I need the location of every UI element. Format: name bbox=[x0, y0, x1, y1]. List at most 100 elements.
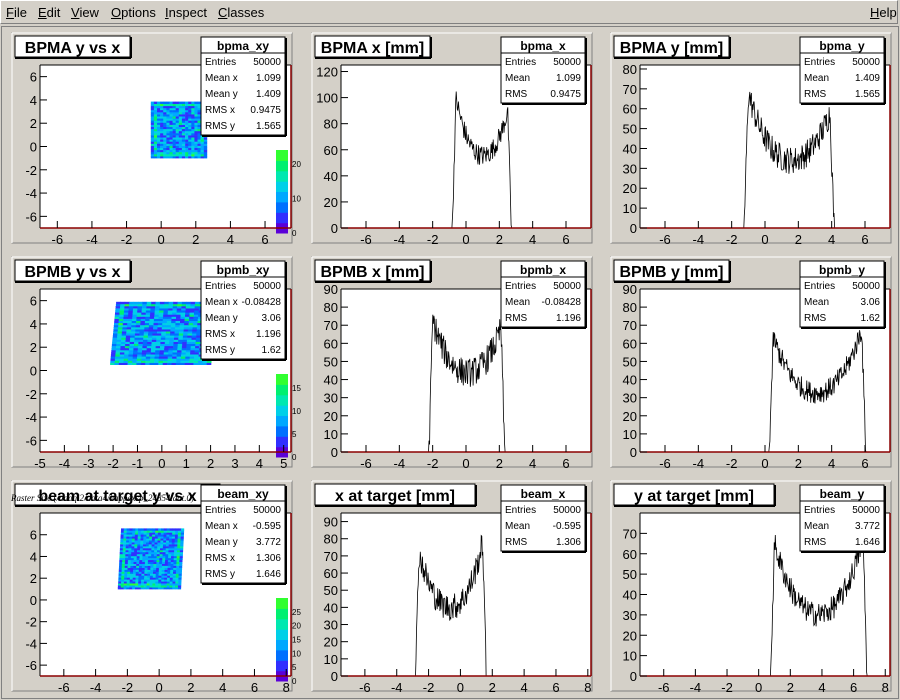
beam_xy-stats-value-3: 1.306 bbox=[256, 553, 281, 564]
bpmb_x-xtick-6: 6 bbox=[562, 456, 569, 471]
beam_x-ytick-80: 80 bbox=[324, 532, 338, 547]
menu-view-label: iew bbox=[79, 5, 99, 20]
bpmb_xy-xtick-5: 5 bbox=[280, 456, 287, 471]
bpmb_x-ytick-80: 80 bbox=[324, 300, 338, 315]
bpmb_xy-colorbar-tick-15: 15 bbox=[292, 384, 301, 393]
bpmb_xy-xtick-1: 1 bbox=[183, 456, 190, 471]
beam_xy-xtick-0: 0 bbox=[156, 680, 163, 695]
beam_y-xtick-0: 0 bbox=[755, 680, 762, 695]
bpmb_x-title-box: BPMB x [mm] bbox=[315, 260, 431, 282]
bpma_x-xtick-6: 6 bbox=[562, 232, 569, 247]
bpmb_xy-title: BPMB y vs x bbox=[24, 264, 120, 281]
beam_y-xtick-8: 8 bbox=[882, 680, 889, 695]
menu-classes[interactable]: Classes bbox=[218, 5, 264, 20]
bpmb_y-title-box: BPMB y [mm] bbox=[614, 260, 730, 282]
root-canvas[interactable]: 0 10 20 -6 -4 -2 0 2 4 6 -6 -4 -2 0 2 4 6 BPMA y vs x bpma… bbox=[1, 26, 899, 699]
bpmb_y-xtick-6: 6 bbox=[861, 456, 868, 471]
beam_xy-xtick-6: 6 bbox=[251, 680, 258, 695]
bpma_y-xtick-0: 0 bbox=[761, 232, 768, 247]
bpma_xy-stats-value-2: 1.409 bbox=[256, 89, 281, 100]
menu-inspect[interactable]: Inspect bbox=[165, 5, 207, 20]
bpma_y-ytick-80: 80 bbox=[623, 62, 637, 77]
beam_xy-xtick-4: 4 bbox=[219, 680, 226, 695]
beam_y-xtick-6: 6 bbox=[850, 680, 857, 695]
menu-bar: File Edit View Options Inspect Classes H… bbox=[0, 0, 898, 24]
beam_x-xtick-2: 2 bbox=[489, 680, 496, 695]
bpma_y-stats-value-1: 1.409 bbox=[855, 73, 880, 84]
beam_xy-stats-label-0: Entries bbox=[205, 505, 236, 516]
beam_x-ytick-20: 20 bbox=[324, 635, 338, 650]
bpmb_y-stats-value-0: 50000 bbox=[852, 281, 880, 292]
bpma_y-ytick-60: 60 bbox=[623, 102, 637, 117]
beam_x-stats-value-1: -0.595 bbox=[553, 521, 582, 532]
beam_x-ytick-30: 30 bbox=[324, 618, 338, 633]
bpmb_xy-stats-label-1: Mean x bbox=[205, 297, 238, 308]
bpma_x-ytick-120: 120 bbox=[316, 65, 338, 80]
bpmb_y-title: BPMB y [mm] bbox=[619, 264, 723, 281]
menu-inspect-label: nspect bbox=[169, 5, 207, 20]
menu-edit-label: dit bbox=[47, 5, 61, 20]
bpmb_xy-stats-name: bpmb_xy bbox=[217, 263, 270, 277]
bpmb_x-pad: -6 -4 -2 0 2 4 60102030405060708090BPMB x [mm]… bbox=[312, 257, 592, 471]
bpma_xy-stats-label-1: Mean x bbox=[205, 73, 238, 84]
bpmb_xy-colorbar-tick-0: 0 bbox=[292, 453, 297, 462]
bpma_y-stats-label-1: Mean bbox=[804, 73, 829, 84]
bpmb_xy-xtick-2: 2 bbox=[207, 456, 214, 471]
bpma_y-pad: -6 -4 -2 0 2 4 601020304050607080BPMA y [mm] bp… bbox=[611, 33, 891, 247]
bpma_y-stats-name: bpma_y bbox=[819, 39, 865, 53]
bpmb_xy-ytick--4: -4 bbox=[25, 410, 37, 425]
bpma_y-title: BPMA y [mm] bbox=[620, 40, 723, 57]
beam_xy-stats-label-4: RMS y bbox=[205, 569, 235, 580]
bpma_x-xtick--4: -4 bbox=[394, 232, 406, 247]
beam_x-ytick-70: 70 bbox=[324, 549, 338, 564]
beam_x-title-box: x at target [mm] bbox=[315, 484, 476, 506]
beam_xy-colorbar-tick-20: 20 bbox=[292, 622, 301, 631]
bpma_xy-xtick-6: 6 bbox=[261, 232, 268, 247]
bpma_xy-xtick--6: -6 bbox=[52, 232, 64, 247]
bpma_xy-ytick-6: 6 bbox=[30, 70, 37, 85]
bpmb_y-ytick-80: 80 bbox=[623, 300, 637, 315]
bpmb_y-ytick-30: 30 bbox=[623, 391, 637, 406]
bpma_x-stats-label-0: Entries bbox=[505, 57, 536, 68]
bpmb_xy-xtick--3: -3 bbox=[83, 456, 95, 471]
bpmb_xy-xtick-4: 4 bbox=[256, 456, 263, 471]
beam_xy-colorbar-tick-25: 25 bbox=[292, 608, 301, 617]
bpmb_y-stats-label-0: Entries bbox=[804, 281, 835, 292]
bpmb_y-xtick--2: -2 bbox=[726, 456, 738, 471]
menu-options[interactable]: Options bbox=[111, 5, 156, 20]
bpma_x-ytick-80: 80 bbox=[324, 117, 338, 132]
bpma_x-xtick-2: 2 bbox=[496, 232, 503, 247]
bpmb_y-stats-value-2: 1.62 bbox=[861, 313, 881, 324]
beam_xy-stats-value-0: 50000 bbox=[253, 505, 281, 516]
beam_y-xtick--4: -4 bbox=[690, 680, 702, 695]
bpma_xy-stats-label-0: Entries bbox=[205, 57, 236, 68]
bpma_x-stats-label-1: Mean bbox=[505, 73, 530, 84]
menu-edit[interactable]: Edit bbox=[38, 5, 60, 20]
bpmb_xy-xtick-0: 0 bbox=[158, 456, 165, 471]
menu-help[interactable]: Help bbox=[870, 5, 897, 20]
beam_y-ytick-60: 60 bbox=[623, 547, 637, 562]
bpmb_y-xtick-4: 4 bbox=[828, 456, 835, 471]
bpma_xy-stats-value-1: 1.099 bbox=[256, 73, 281, 84]
bpma_x-ytick-40: 40 bbox=[324, 169, 338, 184]
menu-file[interactable]: File bbox=[6, 5, 27, 20]
bpmb_x-xtick-2: 2 bbox=[496, 456, 503, 471]
bpma_y-title-box: BPMA y [mm] bbox=[614, 36, 730, 58]
beam_y-stats-value-1: 3.772 bbox=[855, 521, 880, 532]
beam_x-title: x at target [mm] bbox=[335, 488, 455, 505]
raster-size-caption: Raster Size (/adaql2/data4/happexsp_2485… bbox=[11, 493, 194, 503]
bpma_x-xtick--2: -2 bbox=[427, 232, 439, 247]
bpmb_x-stats-value-2: 1.196 bbox=[556, 313, 581, 324]
beam_xy-ytick--6: -6 bbox=[25, 658, 37, 673]
menu-view[interactable]: View bbox=[71, 5, 99, 20]
beam_x-ytick-90: 90 bbox=[324, 515, 338, 530]
beam_y-ytick-20: 20 bbox=[623, 628, 637, 643]
beam_x-xtick-8: 8 bbox=[584, 680, 591, 695]
bpmb_x-stats-value-0: 50000 bbox=[553, 281, 581, 292]
bpmb_xy-ytick--2: -2 bbox=[25, 387, 37, 402]
beam_xy-xtick--2: -2 bbox=[122, 680, 134, 695]
bpma_y-stats-value-2: 1.565 bbox=[855, 89, 880, 100]
bpmb_y-xtick--4: -4 bbox=[693, 456, 705, 471]
beam_y-title-box: y at target [mm] bbox=[614, 484, 775, 506]
bpmb_xy-ytick-2: 2 bbox=[30, 340, 37, 355]
